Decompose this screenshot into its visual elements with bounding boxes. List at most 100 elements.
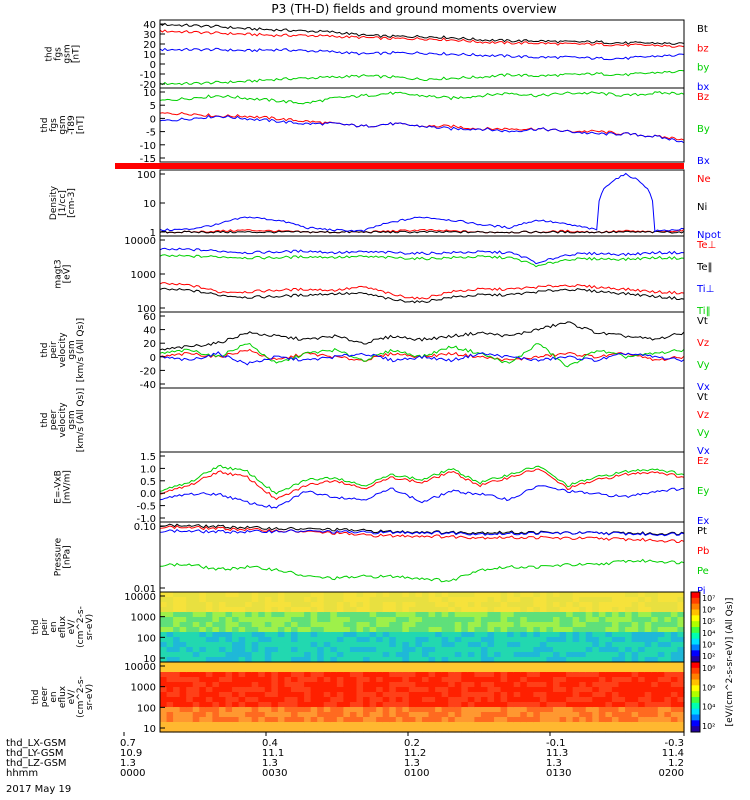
heatmap-cell <box>553 717 561 723</box>
heatmap-cell <box>330 697 338 703</box>
heatmap-cell <box>402 637 410 643</box>
heatmap-cell <box>487 652 495 658</box>
heatmap-cell <box>336 652 344 658</box>
heatmap-cell <box>251 632 259 638</box>
heatmap-cell <box>205 622 213 628</box>
heatmap-cell <box>225 642 233 648</box>
heatmap-cell <box>572 662 580 668</box>
heatmap-cell <box>553 612 561 618</box>
heatmap-cell <box>258 697 266 703</box>
y-tick-label: 0.10 <box>134 522 156 533</box>
heatmap-cell <box>232 702 240 708</box>
colorbar-swatch <box>691 627 700 634</box>
heatmap-cell <box>192 677 200 683</box>
heatmap-cell <box>291 647 299 653</box>
heatmap-cell <box>598 677 606 683</box>
heatmap-cell <box>277 637 286 643</box>
heatmap-cell <box>186 672 194 678</box>
heatmap-cell <box>376 647 384 653</box>
heatmap-cell <box>592 612 600 618</box>
heatmap-cell <box>251 682 259 688</box>
heatmap-cell <box>546 712 554 718</box>
heatmap-cell <box>441 672 449 678</box>
heatmap-cell <box>330 627 338 633</box>
heatmap-cell <box>559 722 567 728</box>
heatmap-cell <box>454 652 462 658</box>
heatmap-cell <box>304 627 312 633</box>
heatmap-cell <box>271 597 279 603</box>
heatmap-cell <box>310 677 318 683</box>
heatmap-cell <box>448 702 456 708</box>
series-line-Bx <box>159 114 685 144</box>
heatmap-cell <box>507 642 515 648</box>
heatmap-cell <box>494 692 502 698</box>
heatmap-cell <box>513 702 521 708</box>
heatmap-cell <box>395 682 403 688</box>
heatmap-cell <box>363 607 371 613</box>
heatmap-cell <box>454 687 462 693</box>
heatmap-cell <box>284 657 292 663</box>
heatmap-cell <box>572 722 580 728</box>
heatmap-cell <box>356 687 364 693</box>
heatmap-cell <box>336 697 344 703</box>
heatmap-cell <box>644 667 652 673</box>
panel-frame <box>159 387 685 453</box>
heatmap-cell <box>179 717 187 723</box>
heatmap-cell <box>494 672 502 678</box>
heatmap-cell <box>310 627 318 633</box>
heatmap-cell <box>317 702 325 708</box>
heatmap-cell <box>566 672 574 678</box>
heatmap-cell <box>160 657 168 663</box>
heatmap-cell <box>389 697 397 703</box>
heatmap-cell <box>343 702 351 708</box>
heatmap-cell <box>395 687 403 693</box>
heatmap-cell <box>677 647 685 653</box>
heatmap-cell <box>467 682 475 688</box>
heatmap-cell <box>572 677 580 683</box>
heatmap-cell <box>422 687 430 693</box>
heatmap-cell <box>611 592 620 598</box>
heatmap-cell <box>408 652 417 658</box>
heatmap-cell <box>553 592 561 598</box>
heatmap-cell <box>356 657 364 663</box>
heatmap-cell <box>284 607 292 613</box>
heatmap-cell <box>173 652 181 658</box>
series-line-Pb <box>159 525 685 544</box>
heatmap-cell <box>349 692 358 698</box>
heatmap-cell <box>677 702 685 708</box>
heatmap-cell <box>173 727 181 733</box>
heatmap-cell <box>238 707 246 713</box>
y-tick-label: 1000 <box>131 270 156 281</box>
heatmap-cell <box>598 602 606 608</box>
heatmap-cell <box>611 642 620 648</box>
heatmap-cell <box>435 692 443 698</box>
heatmap-cell <box>494 712 502 718</box>
heatmap-cell <box>225 597 233 603</box>
heatmap-cell <box>271 682 279 688</box>
heatmap-cell <box>539 607 548 613</box>
heatmap-cell <box>179 657 187 663</box>
heatmap-cell <box>454 612 462 618</box>
heatmap-cell <box>408 657 417 663</box>
heatmap-cell <box>415 722 423 728</box>
heatmap-cell <box>546 622 554 628</box>
heatmap-cell <box>618 642 626 648</box>
heatmap-cell <box>566 652 574 658</box>
heatmap-cell <box>513 717 521 723</box>
heatmap-cell <box>408 607 417 613</box>
heatmap-cell <box>297 717 305 723</box>
heatmap-cell <box>343 632 351 638</box>
heatmap-cell <box>192 632 200 638</box>
heatmap-cell <box>677 642 685 648</box>
x-axis-row-label: hhmm <box>6 768 38 779</box>
heatmap-cell <box>585 692 593 698</box>
heatmap-cell <box>336 607 344 613</box>
heatmap-cell <box>526 627 534 633</box>
heatmap-cell <box>592 622 600 628</box>
heatmap-cell <box>173 602 181 608</box>
heatmap-cell <box>402 592 410 598</box>
heatmap-cell <box>664 717 672 723</box>
heatmap-cell <box>422 652 430 658</box>
heatmap-cell <box>199 727 207 733</box>
heatmap-cell <box>559 607 567 613</box>
